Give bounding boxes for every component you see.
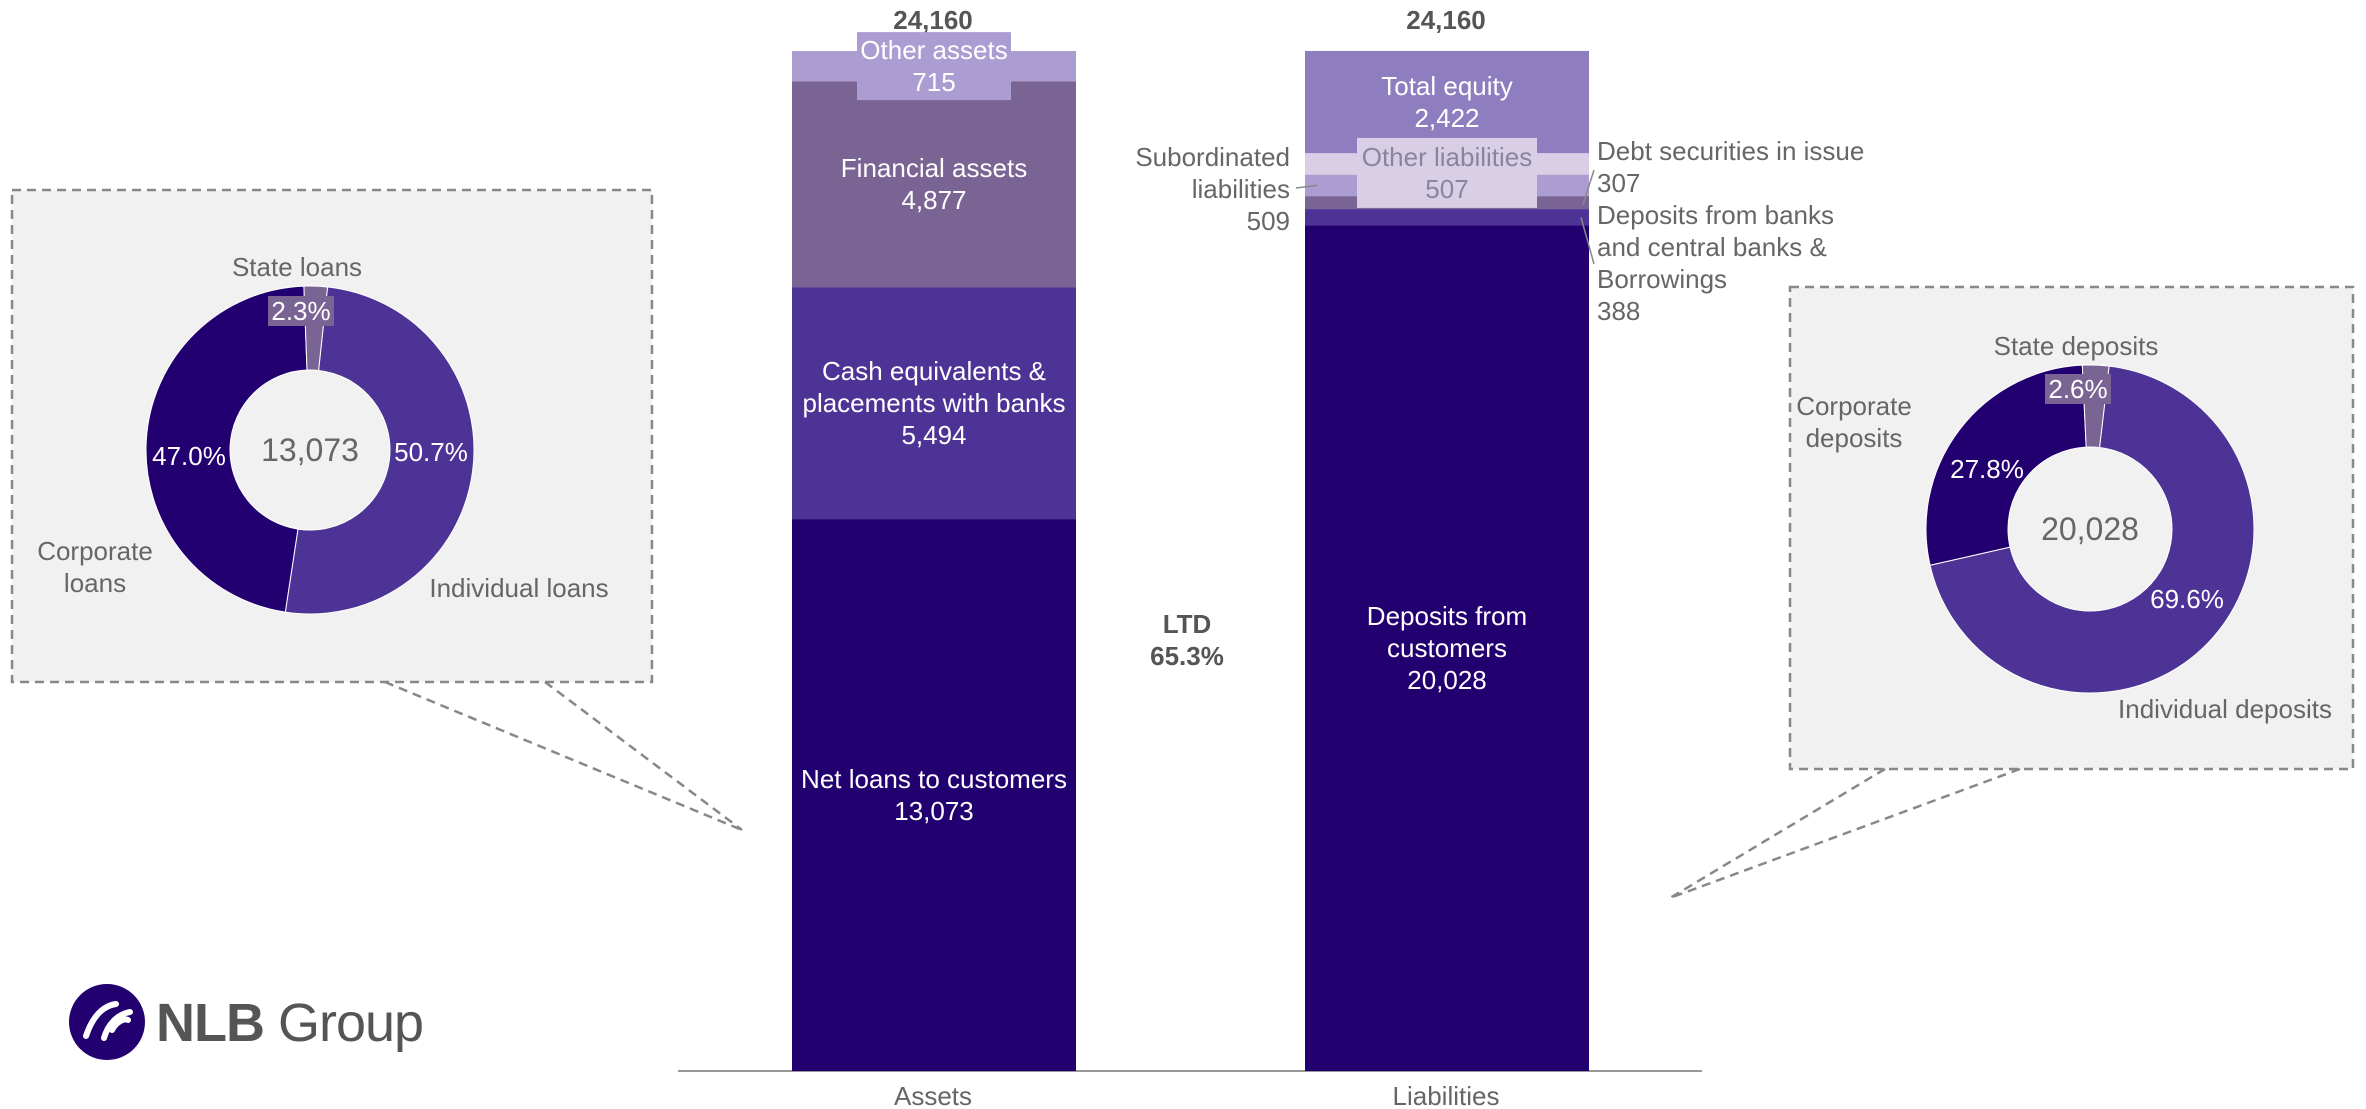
loans-callout-pointer: [384, 680, 743, 832]
donut-label-background: [2045, 374, 2111, 404]
bar-segment-label: Total equity 2,422: [1381, 71, 1513, 133]
donut-category-label: Corporate deposits: [1796, 391, 1912, 453]
leader-line: [1295, 184, 1318, 189]
bar-segment: [1305, 225, 1589, 1071]
bar-label-background: [1357, 137, 1537, 208]
deposits-callout-pointer: [1669, 767, 1886, 900]
ltd-label: LTD: [1163, 609, 1212, 639]
bar-label-background: [857, 32, 1011, 101]
donut-slice-label: 69.6%: [2150, 584, 2224, 614]
liabilities-total-label: 24,160: [1406, 5, 1486, 35]
donut-category-label: Individual loans: [429, 573, 608, 603]
bar-segment-label: Financial assets 4,877: [841, 153, 1027, 215]
leader-line: [1582, 169, 1595, 205]
bar-segment-label: Other assets 715: [860, 35, 1007, 97]
bar-segment-label: Deposits from banks and central banks & Bo…: [1597, 200, 1834, 326]
donut-center-label: 13,073: [261, 432, 359, 468]
nlb-swirl-icon-mark: [83, 1001, 133, 1041]
donut-slice: [1929, 365, 2255, 694]
nlb-logo: NLB Group: [69, 984, 424, 1060]
bar-segment-label: Cash equivalents & placements with banks 5…: [802, 356, 1065, 450]
deposits-callout-pointer: [1669, 767, 2021, 900]
donut-slice-label: 50.7%: [394, 437, 468, 467]
bar-segment-label: Subordinated liabilities 509: [1135, 142, 1290, 236]
deposits-donut: 20,028 69.6% 27.8% 2.6% Individual deposits C…: [1796, 331, 2332, 724]
bar-segment-label: Debt securities in issue 307: [1597, 136, 1864, 198]
donut-slice-label: 2.3%: [271, 296, 330, 326]
assets-total-label: 24,160: [893, 5, 973, 35]
donut-label-background: [268, 296, 334, 326]
bar-segment: [792, 81, 1076, 288]
x-tick-label: Liabilities: [1393, 1081, 1500, 1109]
bar-segment: [792, 287, 1076, 520]
donut-category-label: State loans: [232, 252, 362, 282]
bar-segment-label: Deposits from customers 20,028: [1367, 601, 1527, 695]
donut-slice-label: 2.6%: [2048, 374, 2107, 404]
logo-text-bold: NLB: [156, 993, 264, 1053]
donut-center-label: 20,028: [2041, 511, 2139, 547]
bar-segment: [792, 519, 1076, 1071]
loans-callout-pointer: [544, 681, 743, 831]
donut-category-label: State deposits: [1994, 331, 2159, 361]
bar-segment-label: Other liabilities 507: [1362, 142, 1533, 204]
bar-segment: [1305, 209, 1589, 226]
donut-slice-label: 47.0%: [152, 441, 226, 471]
donut-category-label: Individual deposits: [2118, 694, 2332, 724]
leader-line: [1580, 217, 1595, 265]
donut-slice: [1925, 364, 2087, 566]
bar-segment: [1305, 50, 1589, 154]
nlb-swirl-icon: [69, 984, 145, 1060]
donut-category-label: Corporate loans: [37, 536, 153, 598]
donut-slice: [284, 286, 475, 615]
bar-segment-label: Net loans to customers 13,073: [801, 764, 1067, 826]
stacked-bars: [792, 50, 1589, 1071]
logo-text-rest: Group: [264, 993, 423, 1053]
logo-text: NLB Group: [156, 993, 423, 1053]
x-tick-label: Assets: [894, 1081, 972, 1109]
bar-segment-labels: Net loans to customers 13,073 Cash equival…: [801, 32, 1864, 826]
donut-slice: [145, 285, 308, 613]
ltd-value: 65.3%: [1150, 641, 1224, 671]
loans-donut: 13,073 50.7% 47.0% 2.3% Individual loans Corp…: [37, 252, 609, 615]
donut-slice-label: 27.8%: [1950, 454, 2024, 484]
